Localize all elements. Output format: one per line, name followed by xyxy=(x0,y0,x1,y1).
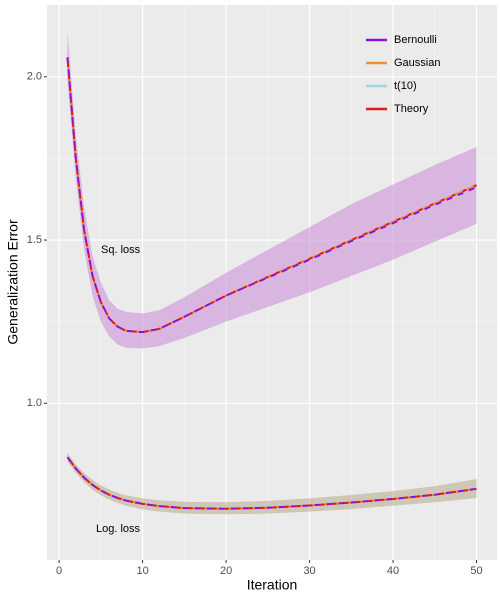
lines xyxy=(66,57,477,510)
y-tick-label: 2.0 xyxy=(27,71,42,83)
legend-label: Bernoulli xyxy=(394,34,437,46)
x-tick-label: 50 xyxy=(470,565,482,577)
y-tick-label: 1.0 xyxy=(27,397,42,409)
line xyxy=(66,456,477,510)
legend-label: t(10) xyxy=(394,80,417,92)
line xyxy=(66,57,477,334)
line xyxy=(66,456,477,510)
x-tick-label: 30 xyxy=(303,565,315,577)
x-tick-label: 0 xyxy=(56,565,62,577)
x-axis-title: Iteration xyxy=(247,577,298,593)
error-band xyxy=(67,452,477,515)
labels: 0 10 20 30 40 50 1.0 1.5 2.0 Sq. loss Log. loss Ber… xyxy=(27,34,483,577)
legend-label: Gaussian xyxy=(394,57,440,69)
curve-label: Log. loss xyxy=(96,523,141,535)
y-tick-label: 1.5 xyxy=(27,234,42,246)
legend-label: Theory xyxy=(394,103,429,115)
curve-label: Sq. loss xyxy=(101,244,141,256)
line xyxy=(66,57,477,334)
x-tick-label: 40 xyxy=(387,565,399,577)
x-tick-label: 10 xyxy=(136,565,148,577)
y-axis-title: Generalization Error xyxy=(5,219,21,345)
x-tick-label: 20 xyxy=(220,565,232,577)
